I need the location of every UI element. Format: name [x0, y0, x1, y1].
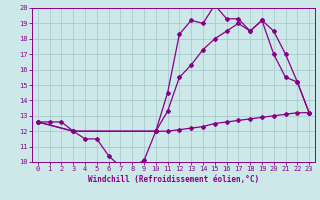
X-axis label: Windchill (Refroidissement éolien,°C): Windchill (Refroidissement éolien,°C): [88, 175, 259, 184]
